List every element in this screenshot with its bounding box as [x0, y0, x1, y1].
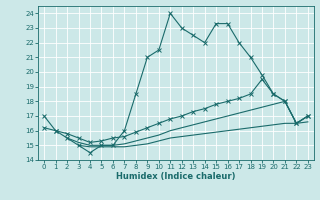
- X-axis label: Humidex (Indice chaleur): Humidex (Indice chaleur): [116, 172, 236, 181]
